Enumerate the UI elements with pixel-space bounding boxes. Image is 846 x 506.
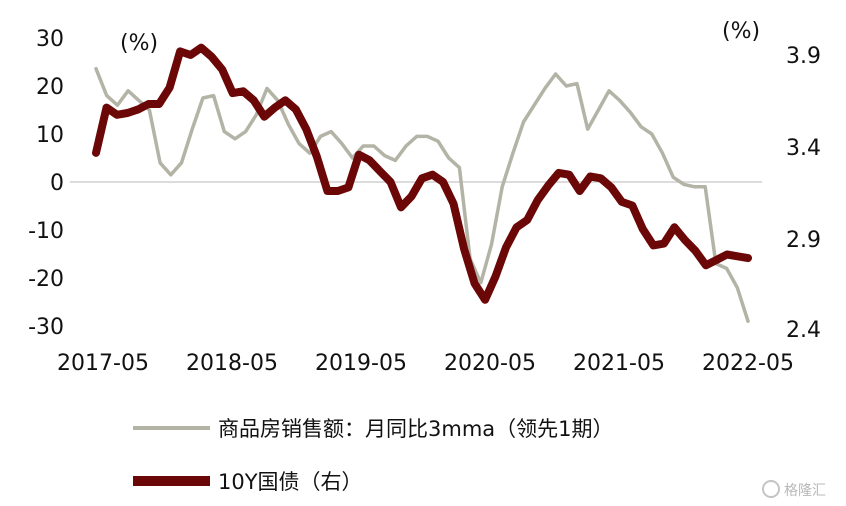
right-tick-label: 2.4 <box>786 318 821 343</box>
left-tick-label: 10 <box>36 123 64 148</box>
x-tick-label: 2017-05 <box>57 351 149 376</box>
right-tick-label: 3.4 <box>786 136 821 161</box>
series-layer <box>92 43 752 323</box>
left-tick-label: -30 <box>28 315 64 340</box>
x-tick-label: 2018-05 <box>186 351 278 376</box>
x-tick-label: 2022-05 <box>702 351 794 376</box>
left-tick-label: -20 <box>28 267 64 292</box>
legend-label-bond-yield: 10Y国债（右） <box>218 470 363 494</box>
left-tick-label: 0 <box>50 171 64 196</box>
x-tick-label: 2021-05 <box>573 351 665 376</box>
legend-label-sales: 商品房销售额：月同比3mma（领先1期） <box>218 417 614 441</box>
right-tick-label: 3.9 <box>786 44 821 69</box>
left-axis-ticks: 30 20 10 0 -10 -20 -30 <box>28 27 64 340</box>
right-tick-label: 2.9 <box>786 228 821 253</box>
watermark-logo-icon <box>762 480 780 498</box>
x-axis-ticks: 2017-05 2018-05 2019-05 2020-05 2021-05 … <box>57 351 794 376</box>
series-line-bond-yield <box>92 43 752 304</box>
left-axis-unit: (%) <box>120 31 158 56</box>
left-tick-label: 20 <box>36 75 64 100</box>
series-line-sales <box>94 66 750 323</box>
left-tick-label: 30 <box>36 27 64 52</box>
watermark-text: 格隆汇 <box>784 483 826 499</box>
left-tick-label: -10 <box>28 219 64 244</box>
right-axis-unit: (%) <box>722 19 760 44</box>
x-tick-label: 2020-05 <box>444 351 536 376</box>
x-tick-label: 2019-05 <box>315 351 407 376</box>
legend: 商品房销售额：月同比3mma（领先1期） 10Y国债（右） <box>133 417 614 494</box>
watermark: 格隆汇 <box>762 480 826 499</box>
right-axis-ticks: 3.9 3.4 2.9 2.4 <box>786 44 821 343</box>
